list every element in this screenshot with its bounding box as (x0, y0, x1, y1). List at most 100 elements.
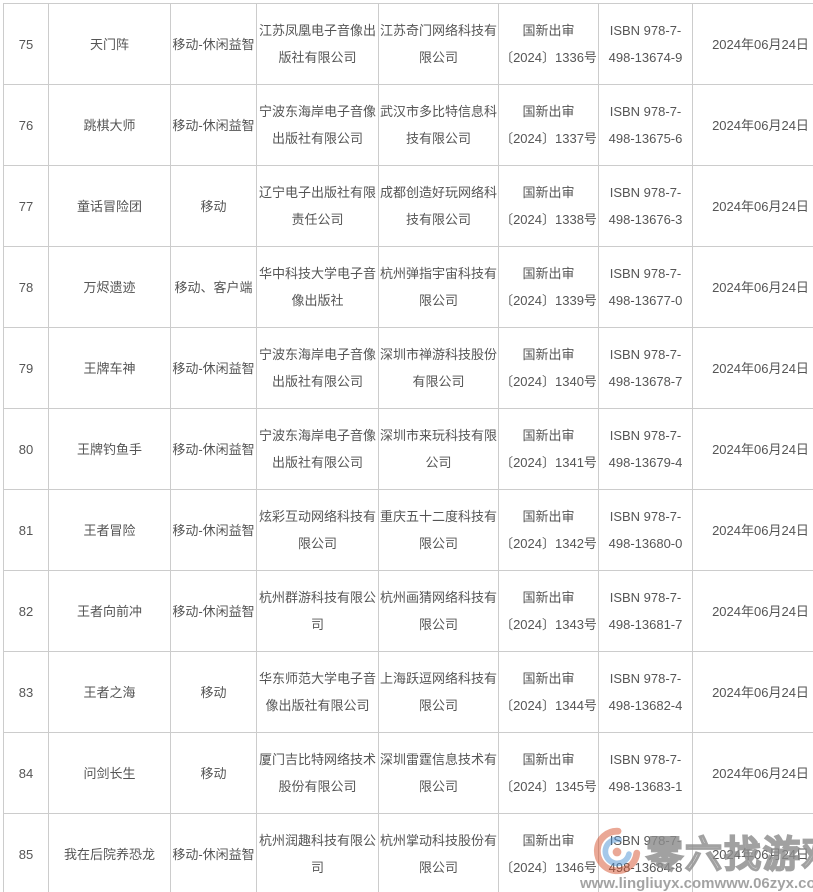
cell-approval-number: 国新出审〔2024〕1346号 (498, 813, 599, 892)
cell-operator: 武汉市多比特信息科技有限公司 (378, 84, 499, 166)
cell-publisher: 华中科技大学电子音像出版社 (256, 246, 379, 328)
cell-game-name: 王者向前冲 (48, 570, 171, 652)
cell-operator: 深圳雷霆信息技术有限公司 (378, 732, 499, 814)
cell-category: 移动-休闲益智 (170, 327, 257, 409)
cell-isbn: ISBN 978-7-498-13680-0 (598, 489, 693, 571)
cell-game-name: 王牌车神 (48, 327, 171, 409)
cell-isbn: ISBN 978-7-498-13682-4 (598, 651, 693, 733)
cell-operator: 杭州画猜网络科技有限公司 (378, 570, 499, 652)
cell-approval-number: 国新出审〔2024〕1345号 (498, 732, 599, 814)
table-row: 78 万烬遗迹 移动、客户端 华中科技大学电子音像出版社 杭州弹指宇宙科技有限公司 国新出… (3, 246, 813, 328)
cell-game-name: 跳棋大师 (48, 84, 171, 166)
cell-approval-number: 国新出审〔2024〕1336号 (498, 3, 599, 85)
cell-publisher: 炫彩互动网络科技有限公司 (256, 489, 379, 571)
cell-game-name: 王牌钓鱼手 (48, 408, 171, 490)
cell-isbn: ISBN 978-7-498-13683-1 (598, 732, 693, 814)
cell-category: 移动-休闲益智 (170, 570, 257, 652)
cell-publisher: 宁波东海岸电子音像出版社有限公司 (256, 84, 379, 166)
cell-approval-date: 2024年06月24日 (692, 327, 813, 409)
cell-index: 75 (3, 3, 49, 85)
cell-operator: 杭州掌动科技股份有限公司 (378, 813, 499, 892)
cell-isbn: ISBN 978-7-498-13679-4 (598, 408, 693, 490)
cell-approval-date: 2024年06月24日 (692, 3, 813, 85)
cell-category: 移动-休闲益智 (170, 3, 257, 85)
cell-approval-number: 国新出审〔2024〕1340号 (498, 327, 599, 409)
cell-publisher: 江苏凤凰电子音像出版社有限公司 (256, 3, 379, 85)
table-body: 75 天门阵 移动-休闲益智 江苏凤凰电子音像出版社有限公司 江苏奇门网络科技有限公司国… (3, 3, 813, 892)
cell-game-name: 童话冒险团 (48, 165, 171, 247)
cell-operator: 重庆五十二度科技有限公司 (378, 489, 499, 571)
cell-category: 移动 (170, 165, 257, 247)
cell-isbn: ISBN 978-7-498-13677-0 (598, 246, 693, 328)
cell-category: 移动-休闲益智 (170, 84, 257, 166)
table-row: 85 我在后院养恐龙 移动-休闲益智 杭州润趣科技有限公司 杭州掌动科技股份有限公司 国新… (3, 813, 813, 892)
cell-approval-number: 国新出审〔2024〕1337号 (498, 84, 599, 166)
cell-publisher: 华东师范大学电子音像出版社有限公司 (256, 651, 379, 733)
cell-operator: 深圳市来玩科技有限公司 (378, 408, 499, 490)
cell-operator: 上海跃逗网络科技有限公司 (378, 651, 499, 733)
table-row: 82 王者向前冲 移动-休闲益智 杭州群游科技有限公司 杭州画猜网络科技有限公司 国新出审… (3, 570, 813, 652)
cell-operator: 深圳市禅游科技股份有限公司 (378, 327, 499, 409)
cell-approval-date: 2024年06月24日 (692, 489, 813, 571)
cell-approval-date: 2024年06月24日 (692, 84, 813, 166)
cell-approval-date: 2024年06月24日 (692, 165, 813, 247)
table-row: 75 天门阵 移动-休闲益智 江苏凤凰电子音像出版社有限公司 江苏奇门网络科技有限公司国… (3, 3, 813, 85)
cell-index: 80 (3, 408, 49, 490)
cell-game-name: 我在后院养恐龙 (48, 813, 171, 892)
cell-approval-date: 2024年06月24日 (692, 408, 813, 490)
cell-index: 76 (3, 84, 49, 166)
cell-operator: 杭州弹指宇宙科技有限公司 (378, 246, 499, 328)
cell-publisher: 杭州润趣科技有限公司 (256, 813, 379, 892)
cell-approval-number: 国新出审〔2024〕1342号 (498, 489, 599, 571)
cell-approval-date: 2024年06月24日 (692, 570, 813, 652)
cell-index: 83 (3, 651, 49, 733)
cell-publisher: 杭州群游科技有限公司 (256, 570, 379, 652)
cell-approval-number: 国新出审〔2024〕1344号 (498, 651, 599, 733)
cell-index: 79 (3, 327, 49, 409)
cell-approval-number: 国新出审〔2024〕1343号 (498, 570, 599, 652)
cell-category: 移动-休闲益智 (170, 408, 257, 490)
cell-game-name: 天门阵 (48, 3, 171, 85)
cell-publisher: 宁波东海岸电子音像出版社有限公司 (256, 327, 379, 409)
game-approval-table: 75 天门阵 移动-休闲益智 江苏凤凰电子音像出版社有限公司 江苏奇门网络科技有限公司国… (3, 3, 813, 892)
cell-category: 移动 (170, 732, 257, 814)
table-row: 83 王者之海 移动 华东师范大学电子音像出版社有限公司 上海跃逗网络科技有限公司 国新出… (3, 651, 813, 733)
cell-index: 85 (3, 813, 49, 892)
table-row: 79 王牌车神 移动-休闲益智 宁波东海岸电子音像出版社有限公司 深圳市禅游科技股份有限… (3, 327, 813, 409)
cell-approval-number: 国新出审〔2024〕1339号 (498, 246, 599, 328)
cell-game-name: 王者冒险 (48, 489, 171, 571)
table-row: 81 王者冒险 移动-休闲益智 炫彩互动网络科技有限公司 重庆五十二度科技有限公司 国新出… (3, 489, 813, 571)
cell-approval-number: 国新出审〔2024〕1341号 (498, 408, 599, 490)
cell-approval-number: 国新出审〔2024〕1338号 (498, 165, 599, 247)
cell-approval-date: 2024年06月24日 (692, 732, 813, 814)
cell-index: 77 (3, 165, 49, 247)
cell-publisher: 辽宁电子出版社有限责任公司 (256, 165, 379, 247)
cell-operator: 成都创造好玩网络科技有限公司 (378, 165, 499, 247)
cell-game-name: 问剑长生 (48, 732, 171, 814)
cell-isbn: ISBN 978-7-498-13681-7 (598, 570, 693, 652)
cell-category: 移动、客户端 (170, 246, 257, 328)
cell-index: 78 (3, 246, 49, 328)
cell-operator: 江苏奇门网络科技有限公司 (378, 3, 499, 85)
table-row: 76 跳棋大师 移动-休闲益智 宁波东海岸电子音像出版社有限公司 武汉市多比特信息科技有… (3, 84, 813, 166)
table-row: 84 问剑长生 移动 厦门吉比特网络技术股份有限公司 深圳雷霆信息技术有限公司 国新出审〔… (3, 732, 813, 814)
cell-publisher: 厦门吉比特网络技术股份有限公司 (256, 732, 379, 814)
cell-approval-date: 2024年06月24日 (692, 651, 813, 733)
cell-category: 移动-休闲益智 (170, 813, 257, 892)
cell-isbn: ISBN 978-7-498-13678-7 (598, 327, 693, 409)
table-row: 80 王牌钓鱼手 移动-休闲益智 宁波东海岸电子音像出版社有限公司 深圳市来玩科技有限公… (3, 408, 813, 490)
cell-isbn: ISBN 978-7-498-13675-6 (598, 84, 693, 166)
table-row: 77 童话冒险团 移动 辽宁电子出版社有限责任公司 成都创造好玩网络科技有限公司 国新出审… (3, 165, 813, 247)
cell-game-name: 王者之海 (48, 651, 171, 733)
cell-category: 移动 (170, 651, 257, 733)
cell-isbn: ISBN 978-7-498-13674-9 (598, 3, 693, 85)
cell-index: 81 (3, 489, 49, 571)
cell-approval-date: 2024年06月24日 (692, 813, 813, 892)
cell-index: 84 (3, 732, 49, 814)
cell-isbn: ISBN 978-7-498-13684-8 (598, 813, 693, 892)
cell-approval-date: 2024年06月24日 (692, 246, 813, 328)
cell-game-name: 万烬遗迹 (48, 246, 171, 328)
cell-index: 82 (3, 570, 49, 652)
cell-isbn: ISBN 978-7-498-13676-3 (598, 165, 693, 247)
